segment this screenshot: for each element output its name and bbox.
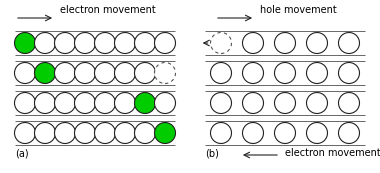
Circle shape [54, 122, 76, 143]
Circle shape [14, 62, 35, 84]
Circle shape [211, 93, 231, 113]
Circle shape [211, 122, 231, 143]
Text: electron movement: electron movement [285, 148, 380, 158]
Circle shape [35, 33, 55, 53]
Circle shape [95, 93, 116, 113]
Circle shape [135, 122, 155, 143]
Circle shape [54, 33, 76, 53]
Circle shape [54, 62, 76, 84]
Circle shape [307, 122, 328, 143]
Circle shape [211, 62, 231, 84]
Circle shape [242, 33, 263, 53]
Circle shape [14, 122, 35, 143]
Circle shape [339, 93, 359, 113]
Circle shape [35, 93, 55, 113]
Circle shape [274, 93, 296, 113]
Circle shape [274, 33, 296, 53]
Text: (b): (b) [205, 148, 219, 158]
Text: electron movement: electron movement [60, 5, 156, 15]
Circle shape [114, 93, 136, 113]
Circle shape [35, 62, 55, 84]
Text: hole movement: hole movement [260, 5, 337, 15]
Circle shape [74, 122, 95, 143]
Circle shape [339, 33, 359, 53]
Circle shape [274, 122, 296, 143]
Circle shape [242, 122, 263, 143]
Circle shape [14, 33, 35, 53]
Circle shape [155, 62, 176, 84]
Circle shape [307, 62, 328, 84]
Circle shape [307, 33, 328, 53]
Circle shape [155, 33, 176, 53]
Circle shape [135, 33, 155, 53]
Circle shape [14, 93, 35, 113]
Circle shape [74, 33, 95, 53]
Text: (a): (a) [15, 148, 28, 158]
Circle shape [35, 122, 55, 143]
Circle shape [274, 62, 296, 84]
Circle shape [135, 62, 155, 84]
Circle shape [95, 62, 116, 84]
Circle shape [155, 122, 176, 143]
Circle shape [54, 93, 76, 113]
Circle shape [95, 122, 116, 143]
Circle shape [74, 93, 95, 113]
Circle shape [114, 62, 136, 84]
Circle shape [339, 62, 359, 84]
Circle shape [114, 33, 136, 53]
Circle shape [114, 122, 136, 143]
Circle shape [135, 93, 155, 113]
Circle shape [339, 122, 359, 143]
Circle shape [242, 93, 263, 113]
Circle shape [307, 93, 328, 113]
Circle shape [74, 62, 95, 84]
Circle shape [211, 33, 231, 53]
Circle shape [155, 93, 176, 113]
Circle shape [95, 33, 116, 53]
Circle shape [242, 62, 263, 84]
